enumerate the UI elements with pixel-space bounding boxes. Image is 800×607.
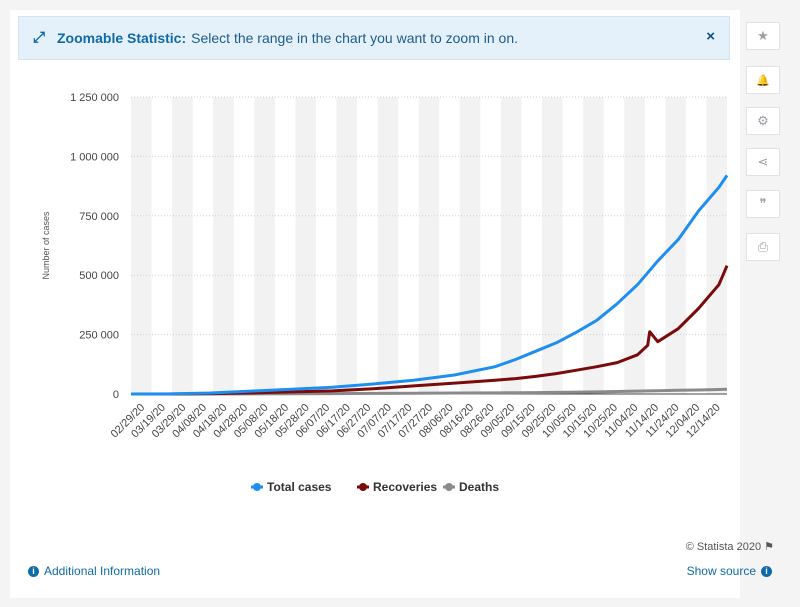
share-button[interactable]: ⋖ [746, 148, 780, 176]
cite-button[interactable]: ❞ [746, 190, 780, 218]
print-button[interactable]: ⎙ [746, 233, 780, 261]
zoom-banner: ⤢ Zoomable Statistic: Select the range i… [18, 16, 730, 60]
credit-label: © Statista 2020 [685, 541, 762, 553]
additional-information-label: Additional Information [44, 564, 161, 578]
print-icon: ⎙ [757, 239, 769, 254]
expand-icon: ⤢ [33, 29, 46, 46]
chart-card [10, 10, 740, 598]
flag-icon: ⚑ [764, 541, 774, 553]
zoom-banner-text: Select the range in the chart you want t… [191, 30, 519, 46]
settings-button[interactable]: ⚙ [746, 107, 780, 135]
additional-information-link[interactable]: i Additional Information [28, 564, 160, 578]
show-source-link[interactable]: Show source i [687, 564, 772, 578]
bell-icon: 🔔 [756, 74, 770, 87]
share-icon: ⋖ [757, 154, 769, 169]
gear-icon: ⚙ [757, 113, 769, 128]
close-icon[interactable]: × [706, 28, 715, 45]
credit-text: © Statista 2020 ⚑ [686, 540, 774, 553]
show-source-label: Show source [686, 564, 756, 578]
info-icon: i [28, 565, 39, 577]
info-icon: i [761, 565, 772, 577]
zoom-banner-title: Zoomable Statistic: [57, 30, 187, 46]
quote-icon: ❞ [759, 196, 767, 211]
favorite-button[interactable]: ★ [746, 22, 780, 50]
notification-button[interactable]: 🔔 [746, 66, 780, 94]
star-icon: ★ [757, 28, 769, 43]
